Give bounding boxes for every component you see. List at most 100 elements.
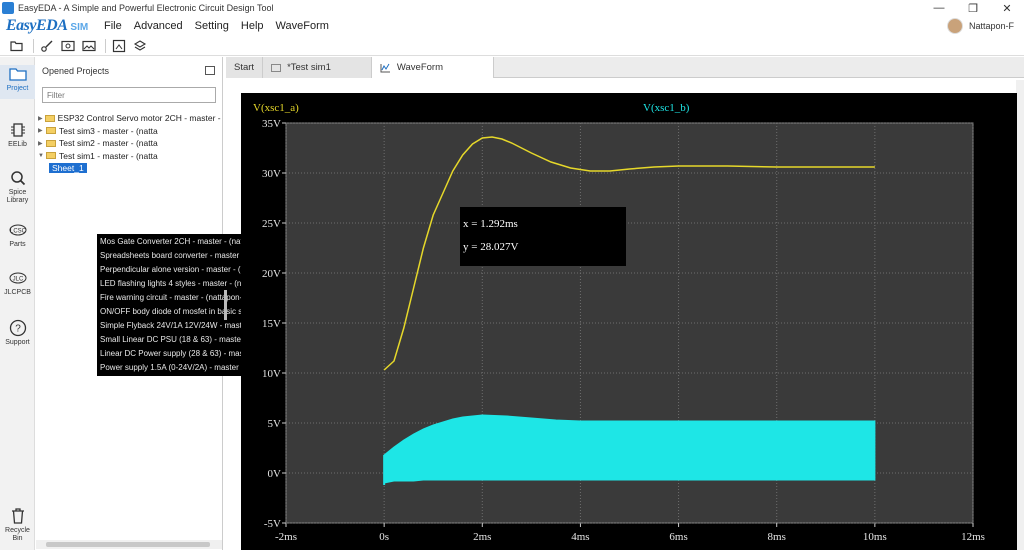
tree-project[interactable]: ▶ ESP32 Control Servo motor 2CH - master … xyxy=(35,112,223,125)
layers-icon[interactable] xyxy=(131,38,149,54)
folder-icon xyxy=(46,139,56,147)
svg-text:LCSC: LCSC xyxy=(9,229,26,235)
project-label: Test sim2 - master - (natta xyxy=(59,138,158,149)
overlay-row: Mos Gate Converter 2CH - master - (natta… xyxy=(100,237,245,246)
window-title: EasyEDA - A Simple and Powerful Electron… xyxy=(18,3,274,13)
menu-waveform[interactable]: WaveForm xyxy=(275,20,329,32)
sheet-label[interactable]: Sheet_1 xyxy=(49,163,87,174)
nav-label: Project xyxy=(6,85,29,92)
overlay-row: ON/OFF body diode of mosfet in basic sym… xyxy=(100,307,245,316)
panel-splitter[interactable] xyxy=(224,290,227,320)
nav-project[interactable]: Project xyxy=(0,65,35,99)
y-tick-label: 0V xyxy=(268,468,282,480)
x-tick-label: 4ms xyxy=(571,531,589,543)
y-tick-label: 20V xyxy=(262,268,281,280)
nav-support[interactable]: ? Support xyxy=(0,319,35,347)
chip-icon xyxy=(9,121,27,139)
avatar xyxy=(946,18,963,34)
folder-icon xyxy=(271,63,282,72)
y-tick-label: 25V xyxy=(262,218,281,230)
nav-label: Parts xyxy=(9,241,26,248)
y-tick-label: 5V xyxy=(268,418,282,430)
tab-start[interactable]: Start xyxy=(226,57,264,78)
nav-label: JLCPCB xyxy=(4,289,31,296)
menu-file[interactable]: File xyxy=(104,20,122,32)
window-controls: — ❐ ✕ xyxy=(922,0,1024,16)
legend-series-a: V(xsc1_a) xyxy=(253,102,299,114)
cursor-readout: x = 1.292ms y = 28.027V xyxy=(460,207,626,266)
maximize-button[interactable]: ❐ xyxy=(968,2,978,15)
overlay-row: Fire warning circuit - master - (nattapo… xyxy=(100,293,245,302)
toolbar-divider xyxy=(105,38,106,53)
probe-icon[interactable] xyxy=(38,38,56,54)
project-label: ESP32 Control Servo motor 2CH - master -… xyxy=(57,113,223,124)
nav-label: Support xyxy=(5,339,30,346)
overlay-row: LED flashing lights 4 styles - master - … xyxy=(100,279,245,288)
nav-recycle-bin[interactable]: Recycle Bin xyxy=(0,507,35,543)
menu-bar: EasyEDA SIM File Advanced Setting Help W… xyxy=(0,16,1024,36)
collapse-icon[interactable]: ▼ xyxy=(38,152,44,159)
waveform-chart[interactable]: -2ms 0s 2ms 4ms 6ms 8ms 10ms 12ms 35V 30V 25V 20V 15… xyxy=(241,93,1017,550)
legend-series-b: V(xsc1_b) xyxy=(643,102,690,114)
tree-project[interactable]: ▼ Test sim1 - master - (natta xyxy=(35,150,223,163)
overlay-row: Perpendicular alone version - master - (… xyxy=(100,265,245,274)
trash-icon xyxy=(9,507,27,525)
filter-input[interactable] xyxy=(42,87,216,103)
tab-label: WaveForm xyxy=(396,62,443,73)
folder-icon xyxy=(44,114,55,122)
panel-horizontal-scrollbar[interactable] xyxy=(36,540,222,549)
garbled-overlay: Mos Gate Converter 2CH - master - (natta… xyxy=(97,234,247,376)
expand-icon[interactable]: ▶ xyxy=(38,128,43,135)
title-bar: EasyEDA - A Simple and Powerful Electron… xyxy=(0,0,1024,16)
menu-advanced[interactable]: Advanced xyxy=(133,20,183,32)
logo-text: EasyEDA xyxy=(6,17,68,34)
x-tick-label: -2ms xyxy=(275,531,297,543)
svg-text:?: ? xyxy=(15,324,21,335)
waveform-svg: -2ms 0s 2ms 4ms 6ms 8ms 10ms 12ms 35V 30V 25V 20V 15… xyxy=(253,102,985,543)
user-menu[interactable]: Nattapon-F xyxy=(946,16,1014,36)
tab-label: *Test sim1 xyxy=(287,62,331,73)
x-tick-label: 8ms xyxy=(768,531,786,543)
jlc-icon: JLC xyxy=(9,269,27,287)
menu-setting[interactable]: Setting xyxy=(194,20,229,32)
overlay-row: Spreadsheets board converter - master - … xyxy=(100,251,245,260)
picture-icon[interactable] xyxy=(80,38,98,54)
nav-parts[interactable]: LCSC Parts xyxy=(0,221,35,249)
close-button[interactable]: ✕ xyxy=(1002,2,1012,15)
y-tick-label: 30V xyxy=(262,168,281,180)
cursor-y-value: y = 28.027V xyxy=(463,241,519,253)
vertical-scrollbar[interactable] xyxy=(1016,80,1024,550)
toolbar-divider xyxy=(33,38,34,53)
svg-text:JLC: JLC xyxy=(12,277,23,283)
image-icon[interactable] xyxy=(59,38,77,54)
expand-icon[interactable]: ▶ xyxy=(38,115,43,122)
panel-title: Opened Projects xyxy=(42,66,110,76)
toolbar xyxy=(0,36,1024,56)
scrollbar-thumb[interactable] xyxy=(46,542,210,547)
x-tick-label: 0s xyxy=(379,531,389,543)
folder-icon xyxy=(8,65,27,83)
expand-icon[interactable]: ▶ xyxy=(38,140,43,147)
export-icon[interactable] xyxy=(110,38,128,54)
series-a-line xyxy=(383,136,875,371)
nav-spice-library[interactable]: Spice Library xyxy=(0,169,35,205)
tree-project[interactable]: ▶ Test sim2 - master - (natta xyxy=(35,137,223,150)
nav-label: Spice Library xyxy=(6,189,29,204)
nav-eelib[interactable]: EELib xyxy=(0,121,35,149)
folder-icon xyxy=(46,127,56,135)
tab-test-sim1[interactable]: *Test sim1 xyxy=(263,57,372,78)
minimize-button[interactable]: — xyxy=(933,2,945,14)
y-tick-label: 10V xyxy=(262,368,281,380)
waveform-icon xyxy=(380,63,391,73)
tab-waveform[interactable]: WaveForm xyxy=(371,57,494,78)
project-panel: Opened Projects ▶ ESP32 Control Servo mot… xyxy=(35,57,247,550)
new-folder-icon[interactable] xyxy=(205,66,215,75)
project-label: Test sim3 - master - (natta xyxy=(59,125,158,136)
nav-jlcpcb[interactable]: JLC JLCPCB xyxy=(0,269,35,297)
menu-help[interactable]: Help xyxy=(240,20,264,32)
search-lib-icon xyxy=(9,169,27,187)
tree-project[interactable]: ▶ Test sim3 - master - (natta xyxy=(35,125,223,138)
tree-sheet[interactable]: Sheet_1 xyxy=(35,162,223,175)
tab-label: Start xyxy=(234,62,255,73)
open-folder-icon[interactable] xyxy=(8,38,26,54)
